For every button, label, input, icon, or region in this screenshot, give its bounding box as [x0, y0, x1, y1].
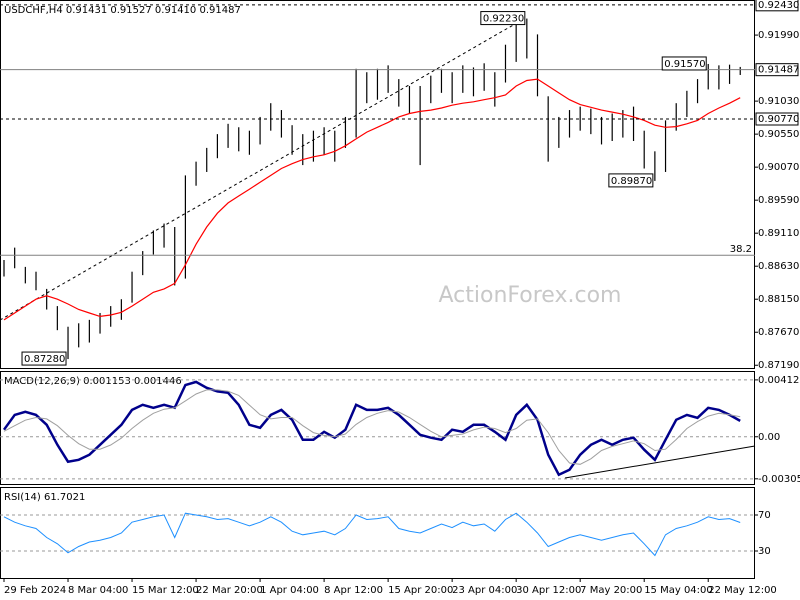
- level-label: 38.2: [730, 244, 752, 255]
- x-tick-label: 30 Apr 12:00: [516, 585, 581, 596]
- price-tag: [755, 112, 799, 126]
- x-tick-label: 15 Mar 12:00: [132, 585, 199, 596]
- annotation-label: 0.91570: [664, 59, 705, 70]
- x-tick-label: 7 May 20:00: [580, 585, 642, 596]
- annotation-label: 0.89870: [611, 176, 652, 187]
- main-panel: [0, 0, 755, 369]
- macd-title: MACD(12,26,9) 0.001153 0.001446: [4, 376, 182, 387]
- watermark: ActionForex.com: [439, 283, 622, 308]
- y-tick-label: 0.89110: [758, 228, 799, 239]
- y-tick-label: 0.90550: [758, 129, 799, 140]
- y-tick-label: 0.87670: [758, 327, 799, 338]
- y-tick-label: 0.87190: [758, 360, 799, 371]
- x-tick-label: 8 Mar 04:00: [68, 585, 128, 596]
- y-tick-label: -0.003051: [758, 474, 800, 485]
- y-tick-label: 70: [758, 510, 771, 521]
- main-title: USDCHF,H4 0.91431 0.91527 0.91410 0.9148…: [4, 5, 241, 16]
- annotation-box: [21, 351, 67, 366]
- x-tick-label: 22 Mar 20:00: [196, 585, 263, 596]
- macd-trend-line: [564, 445, 756, 479]
- series-line: [2, 380, 741, 477]
- price-tag-label: 0.90770: [758, 114, 799, 125]
- y-tick-label: 0.00: [758, 432, 780, 443]
- series-line: [3, 512, 741, 557]
- annotation-label: 0.92230: [483, 14, 524, 25]
- x-tick-label: 29 Feb 2024: [4, 585, 66, 596]
- y-tick-label: 0.88630: [758, 261, 799, 272]
- rsi-panel: [0, 487, 755, 579]
- price-tag-label: 0.92430: [758, 0, 799, 11]
- macd-panel: [0, 371, 755, 485]
- series-line: [3, 389, 741, 465]
- price-tag-label: 0.91487: [758, 65, 799, 76]
- annotation-label: 0.87280: [24, 354, 65, 365]
- y-tick-label: 0.89590: [758, 195, 799, 206]
- y-tick-label: 0.90070: [758, 162, 799, 173]
- x-tick-label: 23 Apr 04:00: [452, 585, 517, 596]
- price-tag: [755, 0, 799, 12]
- x-tick-label: 8 Apr 12:00: [324, 585, 383, 596]
- x-tick-label: 15 May 04:00: [644, 585, 713, 596]
- x-tick-label: 15 Apr 20:00: [388, 585, 453, 596]
- x-tick-label: 22 May 12:00: [708, 585, 777, 596]
- annotation-box: [480, 11, 526, 26]
- annotation-box: [661, 56, 707, 71]
- trend-line: [0, 19, 523, 321]
- rsi-title: RSI(14) 61.7021: [4, 492, 85, 503]
- y-tick-label: 0.91990: [758, 30, 799, 41]
- y-tick-label: 0.91030: [758, 96, 799, 107]
- price-tag: [755, 63, 799, 77]
- x-tick-label: 1 Apr 04:00: [260, 585, 319, 596]
- y-tick-label: 0.88150: [758, 294, 799, 305]
- y-tick-label: 0.004127: [758, 375, 800, 386]
- series-line: [3, 78, 741, 321]
- y-tick-label: 30: [758, 546, 771, 557]
- annotation-box: [608, 173, 654, 188]
